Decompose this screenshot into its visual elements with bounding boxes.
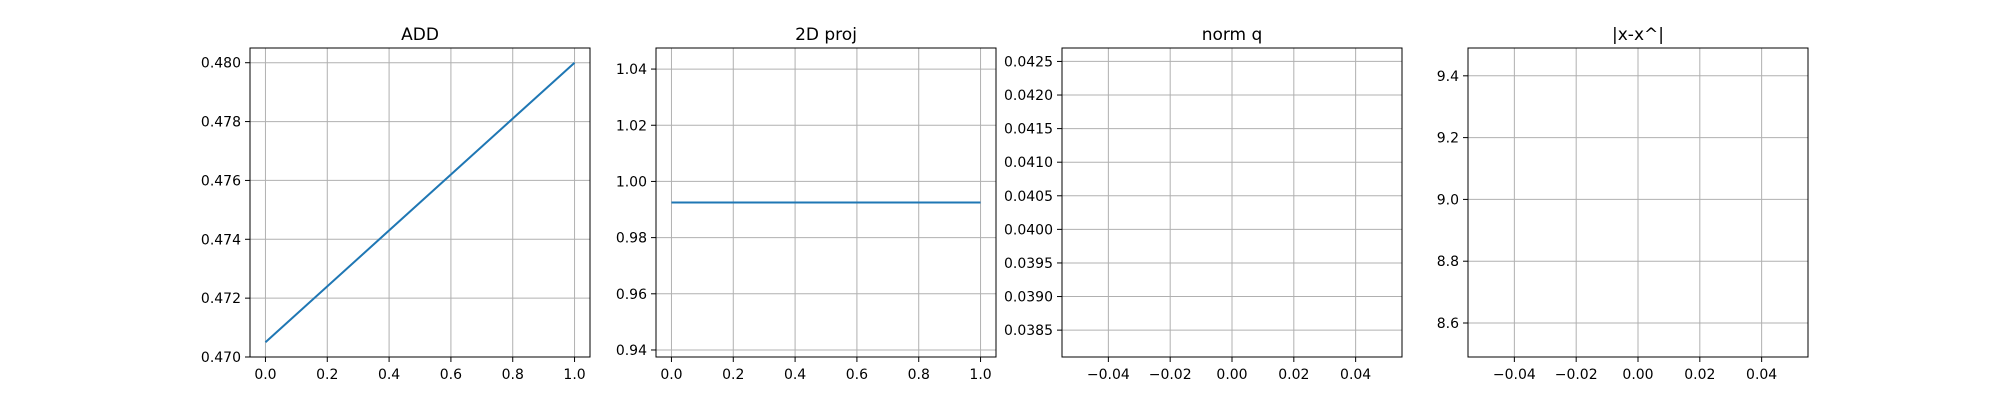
y-tick-label: 9.0 (1437, 192, 1459, 208)
y-tick-label: 1.04 (616, 62, 647, 78)
x-tick-label: −0.04 (1087, 367, 1130, 383)
subplot-1: ADD 0.0 0.2 0.4 0.6 0.8 1.0 0.470 0.472 0.474 0.47… (201, 25, 591, 383)
subplot-3: norm q −0.04 −0.02 0.00 0.02 0.04 0.0385 0.0390… (1004, 25, 1403, 383)
x-tick-label: 1.0 (563, 367, 585, 383)
axes-frame (655, 47, 997, 358)
x-tick-label: 0.00 (1216, 367, 1247, 383)
x-tick-label: 0.4 (784, 367, 806, 383)
y-tick-label: 1.02 (616, 118, 647, 134)
x-tick-label: 0.8 (502, 367, 524, 383)
y-tick-label: 0.476 (201, 173, 241, 189)
y-tick-label: 0.478 (201, 115, 241, 131)
series-line (264, 61, 576, 344)
y-tick-label: 0.480 (201, 56, 241, 72)
plot-title: norm q (1202, 25, 1263, 45)
y-tick-label: 0.0395 (1004, 256, 1053, 272)
x-tick-label: 0.8 (908, 367, 930, 383)
subplot-2: 2D proj 0.0 0.2 0.4 0.6 0.8 1.0 0.94 0.96 0.98 1.0… (616, 25, 997, 383)
y-tick-label: 8.6 (1437, 316, 1459, 332)
plot-title: |x-x^| (1612, 25, 1664, 45)
x-tick-label: 0.2 (722, 367, 744, 383)
x-tick-label: 0.04 (1340, 367, 1371, 383)
x-tick-label: 1.0 (969, 367, 991, 383)
y-tick-label: 0.98 (616, 231, 647, 247)
plot-title: ADD (401, 25, 439, 45)
y-tick-label: 0.474 (201, 232, 241, 248)
y-tick-label: 1.00 (616, 174, 647, 190)
x-tick-label: 0.0 (660, 367, 682, 383)
y-tick-label: 0.94 (616, 343, 647, 359)
y-tick-label: 0.0410 (1004, 155, 1053, 171)
y-tick-label: 8.8 (1437, 254, 1459, 270)
x-tick-label: −0.04 (1493, 367, 1536, 383)
x-tick-label: 0.2 (316, 367, 338, 383)
y-tick-label: 0.96 (616, 287, 647, 303)
axes-frame (249, 47, 591, 358)
y-tick-label: 0.470 (201, 350, 241, 366)
x-tick-label: 0.6 (440, 367, 462, 383)
x-tick-label: 0.04 (1746, 367, 1777, 383)
axes-frame (1061, 47, 1403, 358)
subplot-4: |x-x^| −0.04 −0.02 0.00 0.02 0.04 8.6 8.8 9.0 9.2… (1437, 25, 1809, 383)
subplot-panels: ADD 0.0 0.2 0.4 0.6 0.8 1.0 0.470 0.472 0.474 0.47… (201, 25, 1809, 383)
y-tick-label: 9.2 (1437, 131, 1459, 147)
x-tick-label: −0.02 (1555, 367, 1598, 383)
x-tick-label: 0.02 (1278, 367, 1309, 383)
x-tick-label: 0.4 (378, 367, 400, 383)
y-tick-label: 9.4 (1437, 69, 1459, 85)
y-tick-label: 0.0390 (1004, 290, 1053, 306)
x-tick-label: 0.6 (846, 367, 868, 383)
y-tick-label: 0.0420 (1004, 88, 1053, 104)
x-tick-label: −0.02 (1149, 367, 1192, 383)
x-tick-label: 0.02 (1684, 367, 1715, 383)
y-tick-label: 0.0400 (1004, 222, 1053, 238)
x-tick-label: 0.0 (254, 367, 276, 383)
plot-title: 2D proj (795, 25, 857, 45)
y-tick-label: 0.472 (201, 291, 241, 307)
y-tick-label: 0.0385 (1004, 323, 1053, 339)
axes-frame (1467, 47, 1809, 358)
y-tick-label: 0.0405 (1004, 189, 1053, 205)
y-tick-label: 0.0425 (1004, 54, 1053, 70)
x-tick-label: 0.00 (1622, 367, 1653, 383)
y-tick-label: 0.0415 (1004, 122, 1053, 138)
